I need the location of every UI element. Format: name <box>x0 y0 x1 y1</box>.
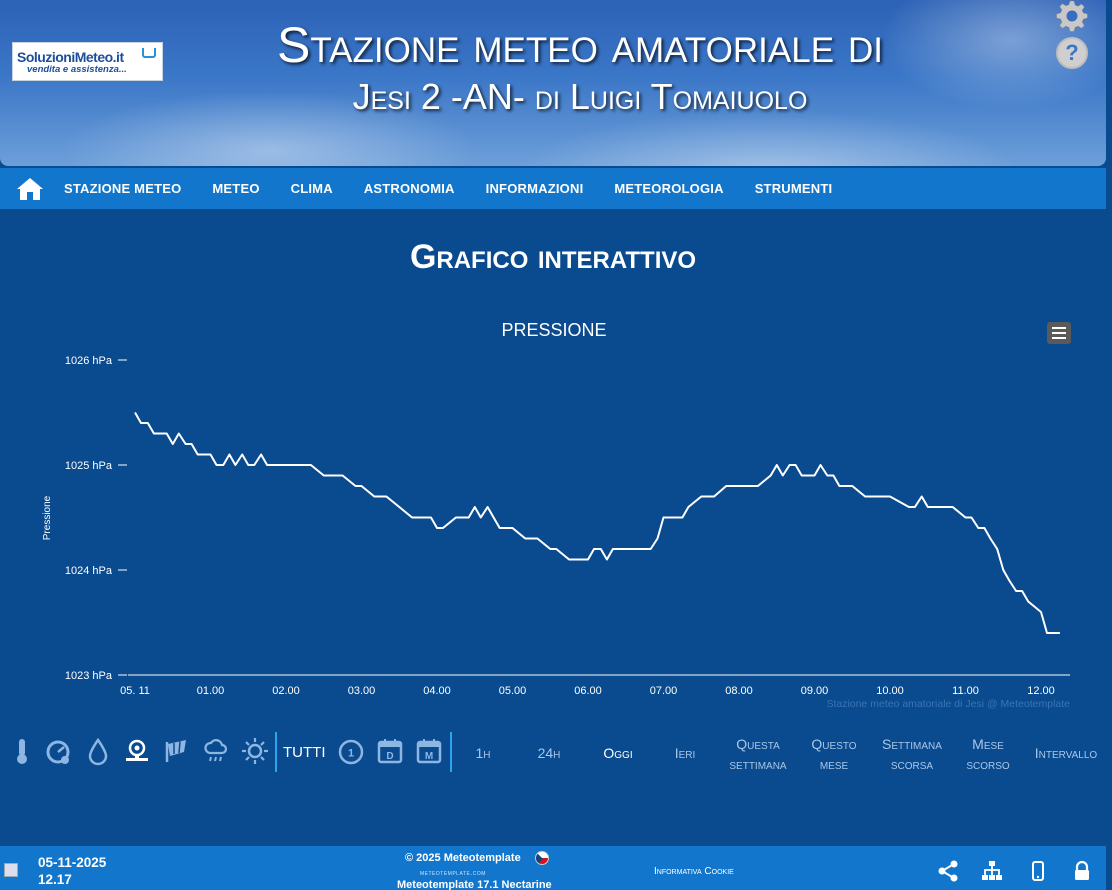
nav-stazione-meteo[interactable]: STAZIONE METEO <box>64 181 182 196</box>
logo-text: SoluzioniMeteo.it <box>17 48 124 65</box>
series-line-pressione[interactable] <box>134 412 1060 634</box>
calendar-month-icon[interactable]: M <box>416 736 442 766</box>
cart-icon <box>142 48 156 58</box>
station-subtitle: Jesi 2 -AN- di Luigi Tomaiuolo <box>352 76 808 117</box>
x-tick-label: 10.00 <box>876 685 904 697</box>
period-intervallo-button[interactable]: Intervallo <box>1030 743 1102 763</box>
footer-date: 05-11-2025 <box>38 855 107 870</box>
y-axis-label: Pressione <box>42 495 53 540</box>
x-tick-label: 08.00 <box>725 685 753 697</box>
nav-meteo[interactable]: METEO <box>212 181 260 196</box>
sitemap-icon[interactable] <box>981 860 1003 882</box>
period-label: 1h <box>475 745 491 761</box>
y-tick-label: 1023 hPa <box>65 670 113 682</box>
home-icon[interactable] <box>15 176 45 202</box>
toolbar-separator <box>450 732 452 772</box>
chart-credits[interactable]: Stazione meteo amatoriale di Jesi @ Mete… <box>826 698 1070 710</box>
period-questa-settimana-button[interactable]: Questa settimana <box>722 734 794 774</box>
sun-icon[interactable] <box>242 736 268 766</box>
broken-image-icon <box>4 863 18 877</box>
drop-icon[interactable] <box>85 736 111 766</box>
calendar-day-icon[interactable]: D <box>377 736 403 766</box>
footer-version: Meteotemplate 17.1 Nectarine <box>397 879 552 890</box>
nav-clima[interactable]: CLIMA <box>290 181 333 196</box>
nav-meteorologia[interactable]: METEOROLOGIA <box>614 181 724 196</box>
cookie-link[interactable]: Informativa Cookie <box>654 866 734 877</box>
period-settimana-scorsa-button[interactable]: Settimana scorsa <box>876 734 948 774</box>
period-label: Oggi <box>603 745 633 761</box>
nav-informazioni[interactable]: INFORMAZIONI <box>485 181 584 196</box>
period-label-line2: mese <box>819 756 849 772</box>
nav-astronomia[interactable]: ASTRONOMIA <box>363 181 455 196</box>
x-tick-label: 09.00 <box>801 685 829 697</box>
page-title: Grafico interattivo <box>409 238 697 276</box>
clock-1-glyph: 1 <box>348 748 354 760</box>
clock-1-icon[interactable]: 1 <box>338 736 364 766</box>
gauge-icon[interactable] <box>45 736 71 766</box>
footer-copyright[interactable]: © 2025 Meteotemplate <box>405 852 521 864</box>
station-title: Stazione meteo amatoriale di <box>277 17 883 73</box>
pressure-chart[interactable]: PRESSIONE Pressione 1023 hPa 1024 hPa 1025… <box>0 310 1106 710</box>
question-icon[interactable]: ? <box>1056 37 1088 69</box>
x-tick-label: 07.00 <box>650 685 678 697</box>
period-oggi-button[interactable]: Oggi <box>596 743 640 763</box>
period-label-line2: scorsa <box>890 756 934 772</box>
main-nav: STAZIONE METEO METEO CLIMA ASTRONOMIA IN… <box>0 168 1106 209</box>
menu-bar <box>1052 337 1066 339</box>
footer-time: 12.17 <box>38 872 72 887</box>
x-tick-label: 01.00 <box>197 685 225 697</box>
mobile-icon[interactable] <box>1027 860 1049 882</box>
menu-bar <box>1052 332 1066 334</box>
period-label: Settimana <box>882 736 942 752</box>
x-tick-label: 05. 11 <box>120 685 150 697</box>
y-tick-label: 1024 hPa <box>65 565 113 577</box>
period-label-line2: scorso <box>966 756 1010 772</box>
wind-vane-icon[interactable] <box>124 736 150 766</box>
footer-site[interactable]: meteotemplate.com <box>420 870 486 877</box>
logo-subtext: vendita e assistenza... <box>27 63 127 75</box>
chart-menu-button[interactable] <box>1047 322 1071 344</box>
calendar-month-glyph: M <box>425 751 433 762</box>
period-mese-scorso-button[interactable]: Mese scorso <box>960 734 1016 774</box>
x-tick-label: 03.00 <box>348 685 376 697</box>
rain-cloud-icon[interactable] <box>203 736 229 766</box>
x-tick-label: 04.00 <box>423 685 451 697</box>
y-tick-label: 1026 hPa <box>65 355 113 367</box>
period-label: Questo <box>811 736 857 752</box>
period-24h-button[interactable]: 24h <box>529 743 569 763</box>
period-label-line2: settimana <box>729 756 787 772</box>
chart-toolbar: TUTTI 1 D M 1h 24h Oggi Ieri Questa sett… <box>0 728 1106 780</box>
windsock-icon[interactable] <box>164 736 190 766</box>
soluzionimeteo-logo[interactable]: SoluzioniMeteo.it vendita e assistenza..… <box>12 42 163 81</box>
period-ieri-button[interactable]: Ieri <box>666 743 704 763</box>
gear-icon[interactable] <box>1056 0 1088 32</box>
calendar-day-glyph: D <box>386 751 393 762</box>
period-1h-button[interactable]: 1h <box>468 743 498 763</box>
x-tick-label: 02.00 <box>272 685 300 697</box>
czech-flag-icon <box>535 851 549 865</box>
x-tick-label: 12.00 <box>1027 685 1055 697</box>
chart-title: PRESSIONE <box>501 320 606 340</box>
x-tick-label: 11.00 <box>952 685 979 697</box>
nav-strumenti[interactable]: STRUMENTI <box>754 181 833 196</box>
x-tick-label: 05.00 <box>499 685 527 697</box>
period-questo-mese-button[interactable]: Questo mese <box>805 734 863 774</box>
help-glyph: ? <box>1065 40 1079 65</box>
thermometer-icon[interactable] <box>9 736 35 766</box>
y-tick-label: 1025 hPa <box>65 460 113 472</box>
period-label: 24h <box>537 745 561 761</box>
menu-bar <box>1052 327 1066 329</box>
x-tick-label: 06.00 <box>574 685 602 697</box>
footer: 05-11-2025 12.17 © 2025 Meteotemplate me… <box>0 846 1106 890</box>
period-label: Intervallo <box>1034 745 1098 761</box>
toolbar-separator <box>275 732 277 772</box>
period-label: Ieri <box>674 745 696 761</box>
period-label: Questa <box>736 736 780 752</box>
lock-icon[interactable] <box>1071 860 1093 882</box>
tutti-button[interactable]: TUTTI <box>283 744 326 761</box>
period-label: Mese <box>972 736 1004 752</box>
share-icon[interactable] <box>937 860 959 882</box>
header-banner: SoluzioniMeteo.it vendita e assistenza..… <box>0 0 1106 166</box>
